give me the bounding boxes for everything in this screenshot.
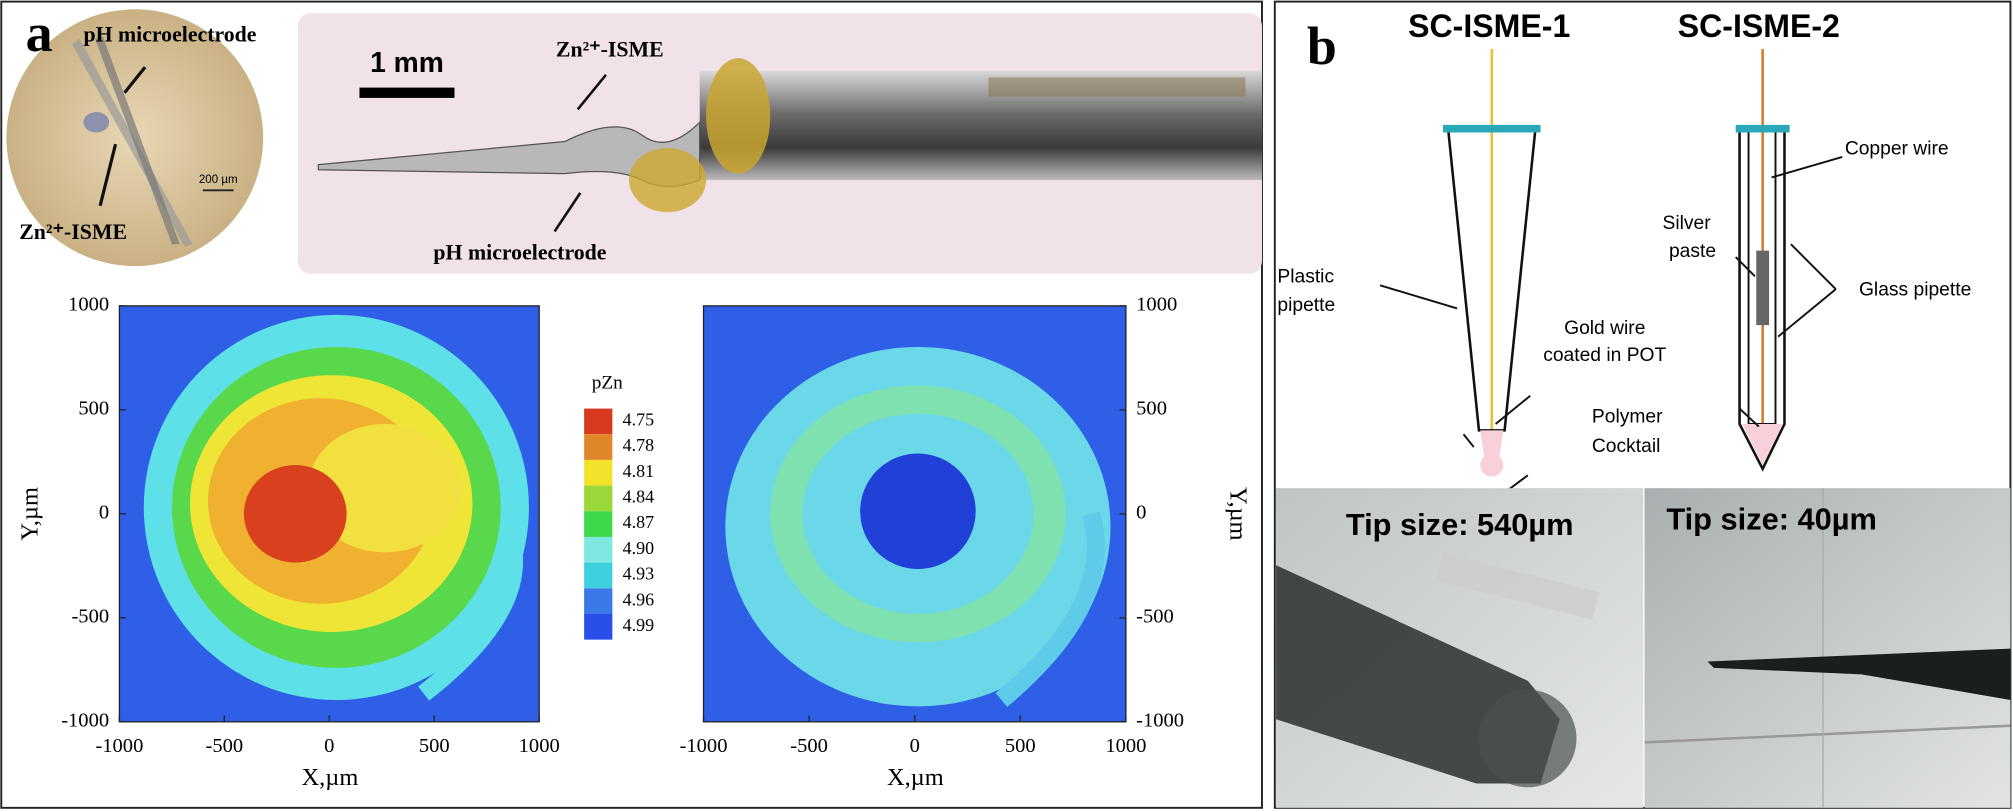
photo-caption: Tip size: 40µm xyxy=(1666,502,1877,537)
tip-photo xyxy=(1276,488,2011,808)
schematic xyxy=(1379,49,1843,496)
schematic-label: Plastic xyxy=(1277,267,1334,288)
colorbar-title: pZn xyxy=(592,373,623,394)
y-tick-label: 0 xyxy=(1136,502,1146,524)
schematic-label: Cocktail xyxy=(1592,436,1660,457)
y-tick-label: 500 xyxy=(78,398,109,420)
colorbar-label: 4.78 xyxy=(623,435,654,455)
x-axis-label: X,µm xyxy=(887,764,944,791)
colorbar-swatch xyxy=(584,511,613,537)
colorbar-swatch xyxy=(584,613,613,640)
x-tick-label: -500 xyxy=(790,735,828,757)
colorbar-swatch xyxy=(584,485,613,512)
x-tick-label: 0 xyxy=(910,735,920,757)
heatmap xyxy=(703,305,1126,722)
x-tick-label: -500 xyxy=(206,735,244,757)
schematic-label: Polymer xyxy=(1592,407,1663,428)
schematic-label: Copper wire xyxy=(1845,138,1949,159)
colorbar-swatch xyxy=(584,434,613,460)
y-tick-label: 1000 xyxy=(68,294,109,316)
y-tick-label: 0 xyxy=(99,502,109,524)
colorbar-label: 4.75 xyxy=(623,410,654,430)
inset-label: pH microelectrode xyxy=(83,22,256,46)
photo-label: Zn²⁺-ISME xyxy=(556,38,664,62)
colorbar-label: 4.99 xyxy=(623,615,654,635)
arrow xyxy=(576,73,607,111)
axes: -1000 -500 0 500 1000 -1000 -500 0 500 1000 -1000 -… xyxy=(61,294,1184,758)
colorbar-swatch xyxy=(584,408,613,435)
colorbar-label: 4.90 xyxy=(623,538,654,558)
y-axis-label: Y,µm xyxy=(1225,487,1252,541)
y-tick-label: 1000 xyxy=(1136,294,1177,316)
electrode-title: SC-ISME-1 xyxy=(1408,8,1570,44)
colorbar-swatch xyxy=(584,536,613,563)
y-tick-label: -500 xyxy=(1136,606,1174,628)
x-tick-label: 1000 xyxy=(519,735,560,757)
y-tick-label: -1000 xyxy=(1136,710,1184,732)
schematic-label: Glass pipette xyxy=(1859,280,1971,301)
y-tick-label: -1000 xyxy=(61,710,109,732)
panel-frame xyxy=(0,0,1263,809)
x-tick-label: -1000 xyxy=(680,735,728,757)
x-tick-label: -1000 xyxy=(95,735,143,757)
schematic-label: paste xyxy=(1669,241,1716,262)
schematic-label: coated in POT xyxy=(1543,345,1666,366)
x-tick-label: 500 xyxy=(1005,735,1036,757)
colorbar-label: 4.84 xyxy=(623,487,654,507)
electrode-title: SC-ISME-2 xyxy=(1678,8,1840,44)
x-tick-label: 1000 xyxy=(1105,735,1146,757)
scale-label: 1 mm xyxy=(370,46,444,78)
y-axis-label: Y,µm xyxy=(17,487,44,541)
colorbar-label: 4.87 xyxy=(623,512,654,532)
photo-caption: Tip size: 540µm xyxy=(1346,507,1574,542)
heatmap xyxy=(119,305,540,722)
colorbar-label: 4.96 xyxy=(623,589,654,609)
schematic-label: pipette xyxy=(1277,295,1335,316)
x-axis-label: X,µm xyxy=(302,764,359,791)
y-tick-label: 500 xyxy=(1136,398,1167,420)
colorbar-swatch xyxy=(584,562,613,589)
electrode-photo xyxy=(297,13,1262,274)
colorbar-swatch xyxy=(584,459,613,486)
colorbar-label: 4.81 xyxy=(623,461,654,481)
colorbar-swatch xyxy=(584,588,613,614)
panel-label: b xyxy=(1307,16,1337,76)
x-tick-label: 0 xyxy=(324,735,334,757)
panel-label: a xyxy=(26,3,53,63)
colorbar-label: 4.93 xyxy=(623,564,654,584)
inset-label: Zn²⁺-ISME xyxy=(19,220,127,244)
inset-scale: 200 µm xyxy=(199,174,238,186)
inset-photo xyxy=(6,9,264,267)
photo-label: pH microelectrode xyxy=(433,241,606,265)
arrow xyxy=(553,192,582,233)
schematic-label: Gold wire xyxy=(1564,318,1645,339)
arrow xyxy=(123,66,147,94)
x-tick-label: 500 xyxy=(419,735,450,757)
y-tick-label: -500 xyxy=(71,606,109,628)
arrow xyxy=(98,143,118,207)
schematic-label: Silver xyxy=(1663,213,1712,234)
